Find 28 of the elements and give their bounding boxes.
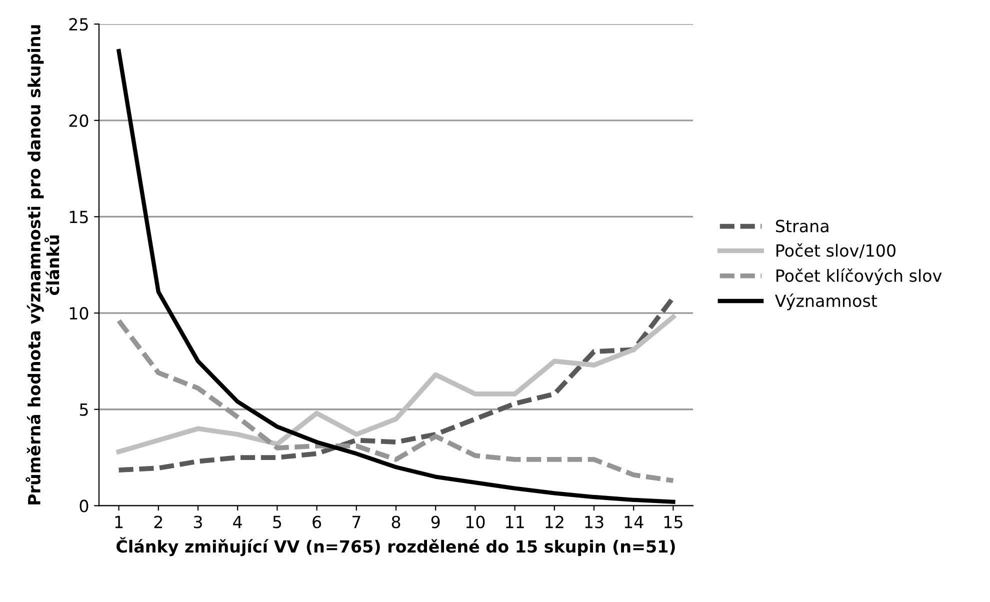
x-tick-label: 6 (312, 516, 322, 528)
y-tick-label: 25 (69, 18, 88, 31)
y-tick-label: 5 (80, 404, 88, 416)
x-tick-label: 9 (431, 516, 440, 528)
x-tick-label: 13 (585, 516, 604, 528)
x-tick-label: 4 (233, 516, 242, 528)
x-tick-label: 11 (506, 516, 524, 528)
y-tick-label: 15 (70, 210, 88, 224)
y-tick-label: 20 (69, 114, 88, 127)
y-tick-label: 10 (70, 307, 88, 320)
x-tick-label: 15 (664, 516, 682, 528)
x-tick-label: 12 (546, 516, 564, 528)
x-tick-label: 5 (273, 516, 282, 528)
legend-label: Počet slov/100 (776, 243, 896, 258)
legend-label: Strana (776, 220, 828, 232)
x-tick-label: 10 (466, 516, 485, 528)
x-tick-label: 2 (154, 516, 162, 528)
x-tick-label: 1 (115, 516, 123, 528)
y-tick-label: 0 (80, 500, 88, 512)
x-tick-label: 3 (194, 516, 202, 528)
legend-label: Počet klíčových slov (776, 268, 942, 286)
x-tick-label: 7 (352, 516, 360, 528)
y-axis-title: Průměrná hodnota významnosti pro danou skupinu článků (26, 25, 60, 504)
legend-label: Významnost (775, 294, 878, 310)
x-tick-label: 8 (392, 516, 400, 528)
x-tick-label: 14 (624, 516, 644, 528)
x-axis-title: Články zmiňující VV (n=765) rozdělené do 15 skupin (n=51) (116, 537, 675, 556)
line-series (116, 314, 676, 454)
